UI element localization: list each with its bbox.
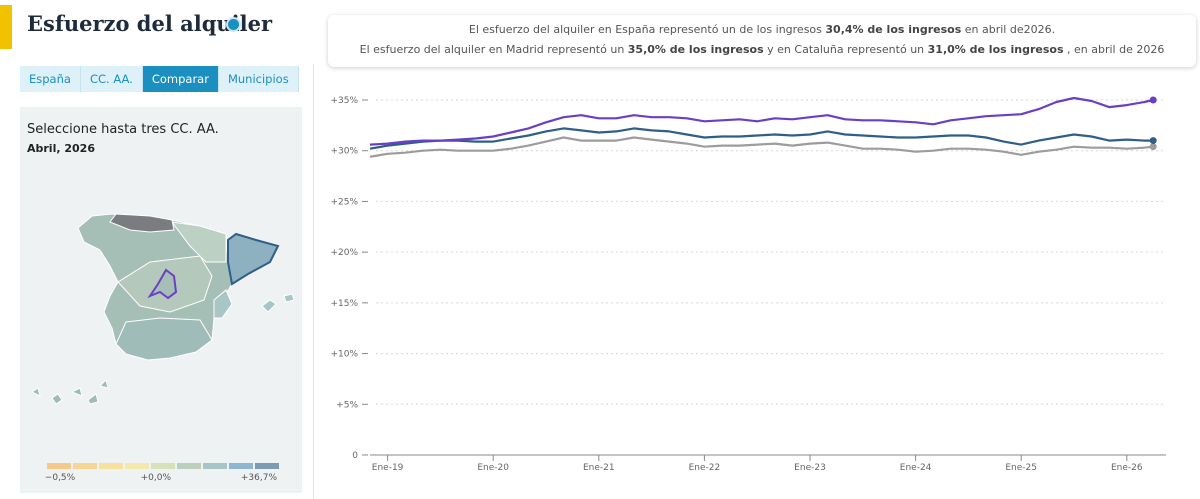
x-tick-label: Ene-23 — [794, 463, 826, 473]
x-tick-label: Ene-24 — [900, 463, 932, 473]
legend-swatch — [99, 463, 123, 469]
region[interactable] — [115, 317, 213, 361]
y-tick-label: +15% — [330, 299, 358, 309]
region[interactable] — [109, 213, 175, 233]
info-text: El esfuerzo del alquiler en Madrid repre… — [359, 43, 628, 56]
x-tick-label: Ene-19 — [372, 463, 404, 473]
divider — [313, 64, 314, 499]
y-tick-label: +10% — [330, 350, 358, 360]
y-tick-label: +35% — [330, 96, 358, 106]
info-line: El esfuerzo del alquiler en España repre… — [328, 20, 1196, 40]
info-highlight: 35,0% de los ingresos — [627, 43, 764, 56]
legend-swatch — [177, 463, 201, 469]
y-tick-label: 0 — [352, 451, 358, 461]
legend-label: +36,7% — [241, 473, 278, 483]
region-selected[interactable] — [147, 268, 178, 300]
map — [31, 213, 295, 405]
region-selected[interactable] — [227, 232, 280, 286]
info-text: en abril de2026. — [961, 23, 1056, 36]
y-tick-label: +5% — [336, 400, 358, 410]
region[interactable] — [213, 289, 233, 319]
region[interactable] — [170, 221, 227, 263]
series-line — [369, 136, 1154, 158]
info-line: El esfuerzo del alquiler en Madrid repre… — [328, 40, 1196, 60]
map-panel — [20, 107, 302, 493]
y-tick-label: +20% — [330, 248, 358, 258]
x-tick-label: Ene-26 — [1111, 463, 1143, 473]
series-line — [369, 96, 1154, 146]
info-text: , en abril de 2026 — [1063, 43, 1165, 56]
tab[interactable]: España — [20, 66, 81, 92]
info-icon[interactable] — [226, 17, 241, 32]
region[interactable] — [261, 293, 295, 313]
region[interactable] — [31, 379, 109, 405]
info-text: El esfuerzo del alquiler en España repre… — [468, 23, 826, 36]
x-tick-label: Ene-25 — [1005, 463, 1037, 473]
legend-swatch — [229, 463, 253, 469]
panel-date: Abril, 2026 — [27, 142, 95, 155]
series-line — [369, 127, 1154, 150]
legend-label: −0,5% — [45, 473, 76, 483]
legend-label: +0,0% — [141, 473, 172, 483]
color-legend: −0,5% +0,0% +36,7% — [45, 463, 279, 483]
tab-bar: España CC. AA. Comparar Municipios — [20, 66, 299, 92]
legend-swatch — [47, 463, 71, 469]
y-tick-label: +30% — [330, 147, 358, 157]
info-highlight: 31,0% de los ingresos — [927, 43, 1064, 56]
x-tick-label: Ene-22 — [689, 463, 721, 473]
legend-swatch — [73, 463, 97, 469]
legend-swatch — [255, 463, 279, 469]
info-text: y en Cataluña representó un — [763, 43, 928, 56]
legend-swatch — [125, 463, 149, 469]
tab[interactable]: CC. AA. — [80, 66, 143, 92]
series-end-dot — [1149, 96, 1157, 104]
panel-prompt: Seleccione hasta tres CC. AA. — [27, 122, 219, 137]
tab[interactable]: Municipios — [218, 66, 299, 92]
tab[interactable]: Comparar — [142, 66, 219, 92]
title-accent — [0, 5, 12, 49]
chart: 0 +5% +10% +15% +20% +25% +30% +35% Ene-19 Ene-20… — [330, 96, 1166, 473]
info-box: El esfuerzo del alquiler en España repre… — [328, 15, 1196, 67]
legend-swatch — [151, 463, 175, 469]
legend-swatch — [203, 463, 227, 469]
y-tick-label: +25% — [330, 197, 358, 207]
series-end-dot — [1149, 143, 1157, 151]
x-tick-label: Ene-20 — [477, 463, 509, 473]
info-highlight: 30,4% de los ingresos — [825, 23, 962, 36]
x-tick-label: Ene-21 — [583, 463, 615, 473]
series-end-dot — [1149, 137, 1157, 145]
